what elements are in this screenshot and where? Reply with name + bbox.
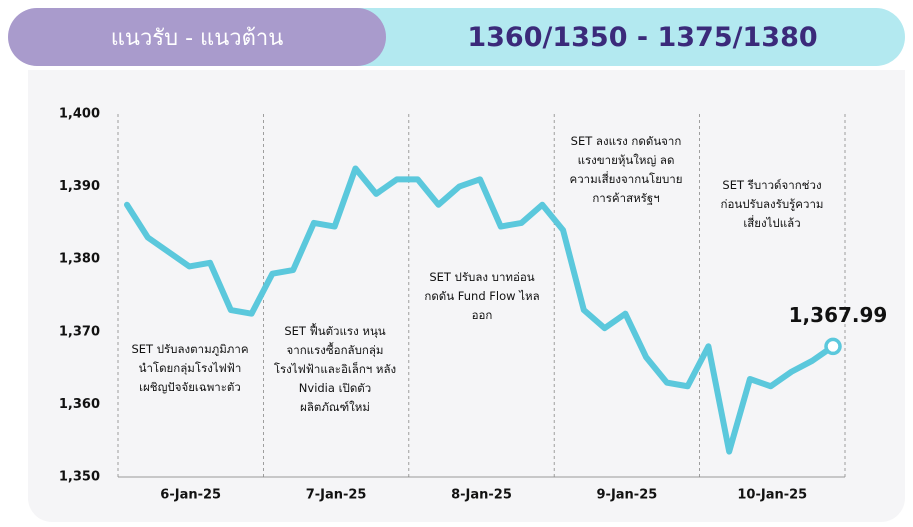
y-tick-label: 1,390 [59,179,100,194]
label-banner: แนวรับ - แนวต้าน [8,8,386,66]
x-tick-label: 7-Jan-25 [306,488,367,503]
x-tick-label: 6-Jan-25 [160,488,221,503]
annotation: SET ปรับลง บาทอ่อน กดดัน Fund Flow ไหล อ… [424,270,540,322]
chart-panel [28,70,905,522]
annotation: SET ปรับลงตามภูมิภาค นำโดยกลุ่มโรงไฟฟ้า … [131,342,249,394]
value-label: 1,367.99 [789,303,888,327]
end-marker [824,337,842,356]
y-tick-label: 1,400 [59,107,100,122]
label: แนวรับ - แนวต้าน [110,25,284,51]
annotation: SET รีบาวด์จากช่วง ก่อนปรับลงรับรู้ความ … [720,178,824,230]
x-tick-label: 10-Jan-25 [737,488,807,503]
x-tick-label: 8-Jan-25 [451,488,512,503]
y-tick-label: 1,350 [59,470,100,485]
y-tick-label: 1,370 [59,324,100,339]
annotation: SET ลงแรง กดดันจาก แรงขายหุ้นใหญ่ ลด ควา… [569,134,683,205]
y-tick-label: 1,380 [59,252,100,267]
y-tick-label: 1,360 [59,397,100,412]
x-tick-label: 9-Jan-25 [597,488,658,503]
levels-banner: 1360/1350 - 1375/1380 [300,8,905,66]
levels: 1360/1350 - 1375/1380 [467,21,818,53]
annotation: SET ฟื้นตัวแรง หนุน จากแรงซื้อกลับกลุ่ม … [273,324,397,414]
line [124,165,836,455]
